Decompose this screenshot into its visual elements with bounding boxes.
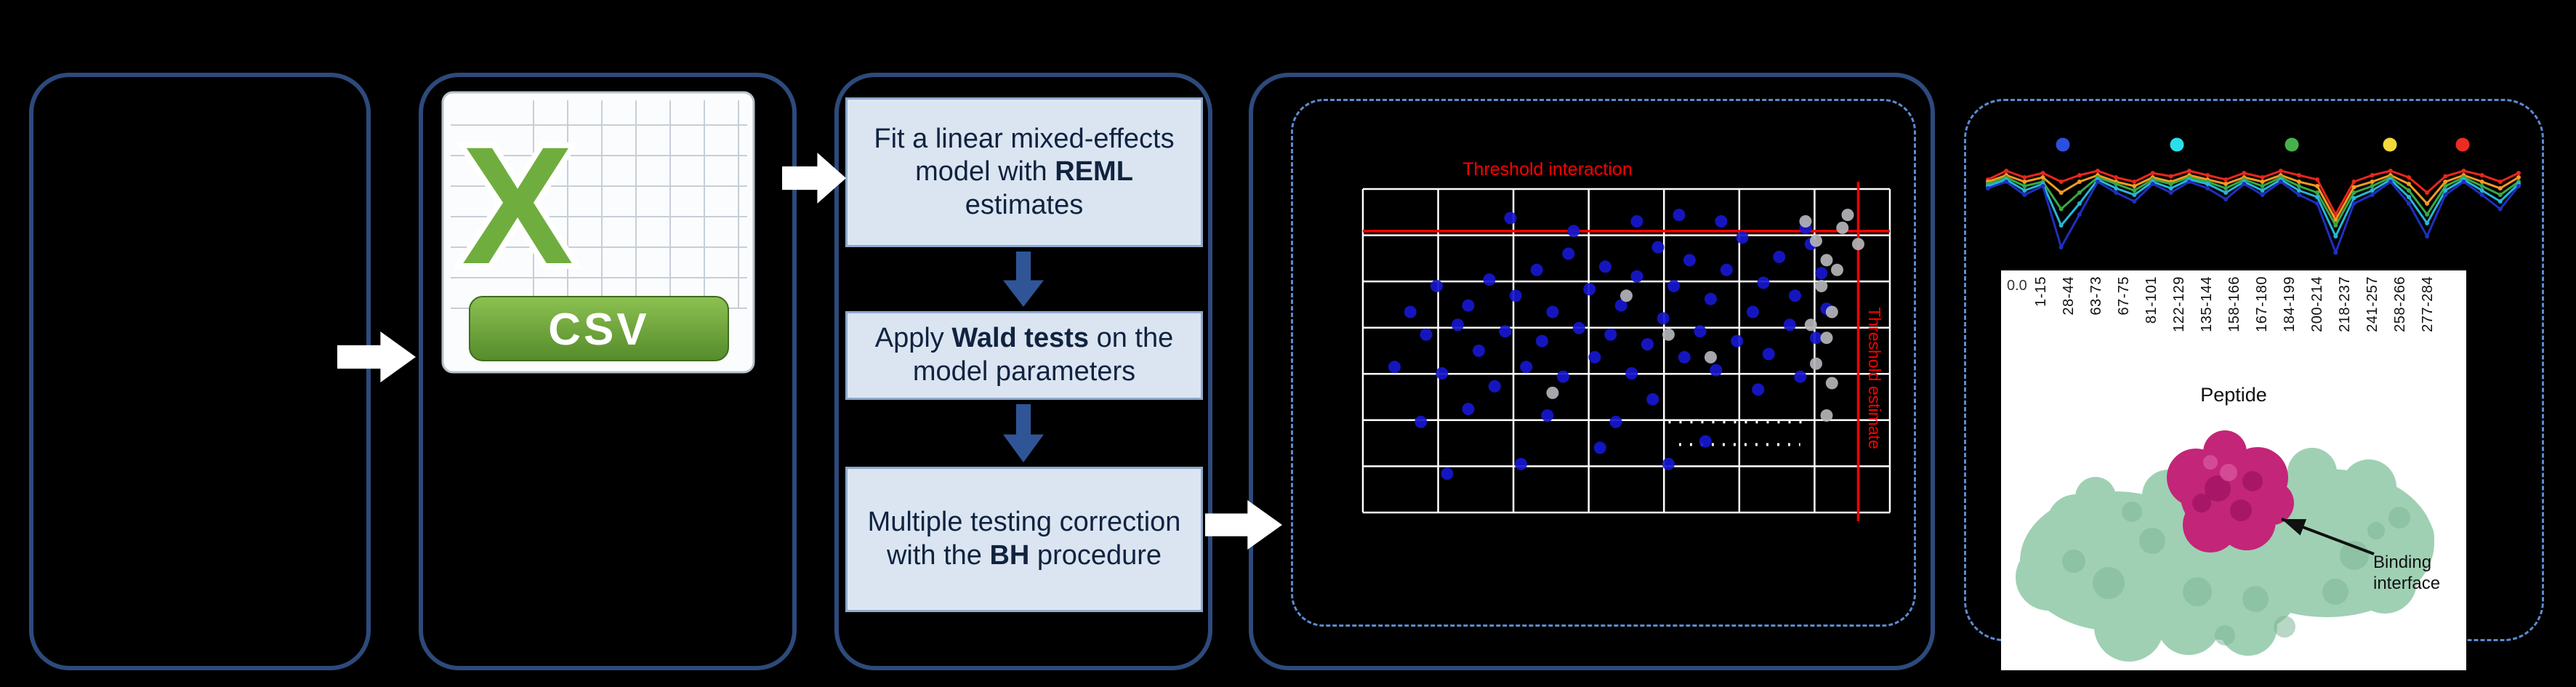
scatter-points-non-significant — [1546, 209, 1864, 422]
step3-text-pre: Multiple testing correction with the — [867, 507, 1181, 571]
step-box-wald-text: Apply Wald tests on the model parameters — [859, 322, 1189, 388]
peptide-tick-label: 258-266 — [2392, 276, 2408, 332]
peptide-tick-label: 241-257 — [2364, 276, 2380, 332]
protein-surface-texture — [2062, 502, 2410, 646]
peptide-tick-label: 135-144 — [2199, 276, 2215, 332]
peptide-tick-label: 167-180 — [2254, 276, 2270, 332]
step3-text-post: procedure — [1029, 540, 1162, 571]
panel-model-steps — [834, 73, 1212, 670]
peptide-tick-label: 122-129 — [2171, 276, 2187, 332]
uptake-series-state-red — [1986, 169, 2521, 217]
peptide-tick-label: 277-284 — [2420, 276, 2436, 332]
panel-csv-file — [419, 73, 797, 670]
condition-dot — [2285, 137, 2299, 152]
condition-dot — [2170, 137, 2184, 152]
scatter-gridlines — [1361, 188, 1891, 514]
condition-dot — [2056, 137, 2070, 152]
interaction-scatter-plot: Threshold interaction Threshold estimate — [1361, 159, 1891, 521]
csv-banner-label: CSV — [548, 305, 649, 355]
uptake-series-state-blue — [1986, 180, 2521, 255]
step2-text-post: on the model parameters — [912, 323, 1174, 387]
peptide-tick-label: 81-101 — [2144, 276, 2160, 324]
step2-text-bold: Wald tests — [951, 323, 1090, 354]
step-box-reml: Fit a linear mixed-effects model with RE… — [845, 97, 1203, 247]
csv-banner — [469, 296, 729, 361]
step3-text-bold: BH — [989, 540, 1030, 571]
scatter-points-significant — [1388, 209, 1833, 481]
condition-dot — [2383, 137, 2397, 152]
peptide-tick-label: 28-44 — [2061, 276, 2077, 316]
binding-interface-region — [2167, 430, 2294, 553]
step1-text-post: estimates — [965, 189, 1084, 220]
binding-interface-label: Binding interface — [2373, 553, 2441, 593]
peptide-tick-label: 1-15 — [2033, 276, 2049, 308]
panel-input-data — [29, 73, 371, 670]
peptide-plot-area: 0.0 1-15 28-44 63-73 67-75 81-101 122-129 135-… — [2001, 270, 2466, 670]
y-axis-tick-label: 0.0 — [2007, 278, 2027, 294]
threshold-estimate-label: Threshold estimate — [1865, 307, 1884, 449]
step1-text-pre: Fit a linear mixed-effects model with — [874, 123, 1175, 188]
step-box-bh-text: Multiple testing correction with the BH … — [859, 506, 1189, 572]
uptake-series-state-cyan — [1986, 177, 2521, 238]
step2-text-pre: Apply — [874, 323, 952, 354]
scatter-dashed-frame — [1291, 99, 1916, 627]
protein-structure-image — [2016, 430, 2434, 662]
step-box-reml-text: Fit a linear mixed-effects model with RE… — [859, 123, 1189, 222]
step-box-wald: Apply Wald tests on the model parameters — [845, 311, 1203, 400]
excel-x-letter: X — [462, 112, 573, 299]
peptide-axis-label: Peptide — [2200, 384, 2267, 406]
panel-scatter-results — [1249, 73, 1935, 670]
threshold-interaction-label: Threshold interaction — [1462, 159, 1632, 180]
peptide-tick-label: 218-237 — [2337, 276, 2353, 332]
step1-text-bold: REML — [1055, 156, 1133, 188]
peptide-tick-label: 200-214 — [2309, 276, 2325, 332]
binding-interface-arrow — [2281, 518, 2375, 555]
step-box-bh: Multiple testing correction with the BH … — [845, 467, 1203, 612]
condition-dot — [2455, 137, 2470, 152]
uptake-line-chart — [1986, 137, 2521, 255]
csv-file-icon: X CSV — [441, 91, 755, 374]
peptide-tick-label: 63-73 — [2088, 276, 2104, 316]
peptide-tick-labels: 1-15 28-44 63-73 67-75 81-101 122-129 135-144 1… — [2001, 270, 2466, 383]
peptide-tick-label: 67-75 — [2116, 276, 2132, 316]
peptide-tick-label: 158-166 — [2226, 276, 2242, 332]
peptide-tick-label: 184-199 — [2282, 276, 2298, 332]
uptake-series-state-green — [1986, 175, 2521, 228]
